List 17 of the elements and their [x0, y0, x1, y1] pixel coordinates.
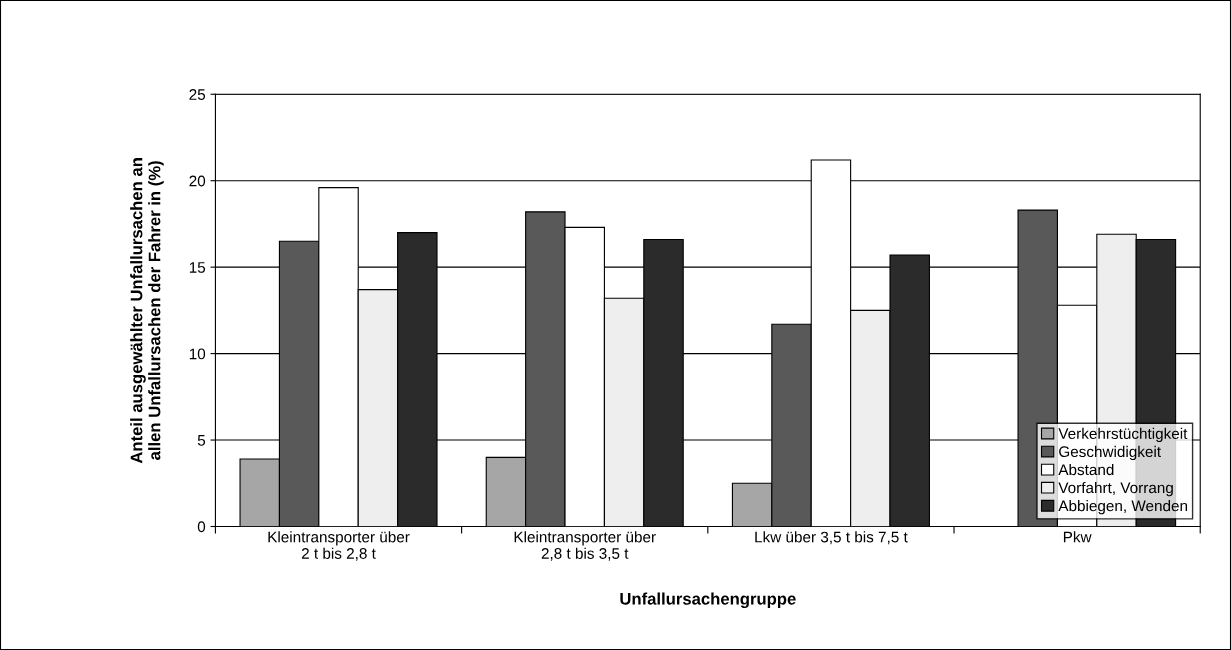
y-tick-label: 20: [189, 175, 206, 187]
x-tick-label: Pkw: [1063, 531, 1092, 543]
x-axis-title: Unfallursachengruppe: [620, 592, 796, 609]
y-tick-label: 25: [189, 89, 206, 100]
y-tick-label: 10: [189, 348, 206, 360]
y-tick-label: 5: [197, 435, 206, 446]
legend-label: Geschwidigkeit: [1059, 445, 1161, 461]
y-axis-title: Anteil ausgewählter Unfallursachen an allen Unfallursachen der Fahrer in (%): [130, 158, 164, 464]
y-tick-label: 15: [189, 262, 206, 273]
legend-label: Abstand: [1058, 463, 1114, 476]
x-tick-label: Kleintransporter über 2,8 t bis 3,5 t: [514, 531, 656, 561]
y-tick-label: 0: [197, 521, 206, 533]
legend-label: Vorfahrt, Vorrang: [1058, 481, 1173, 497]
x-tick-label: Lkw über 3,5 t bis 7,5 t: [755, 531, 908, 545]
legend-label: Verkehrstüchtigkeit: [1058, 427, 1188, 443]
x-tick-label: Kleintransporter über 2 t bis 2,8 t: [268, 531, 410, 561]
legend-label: Abbiegen, Wenden: [1058, 500, 1188, 515]
